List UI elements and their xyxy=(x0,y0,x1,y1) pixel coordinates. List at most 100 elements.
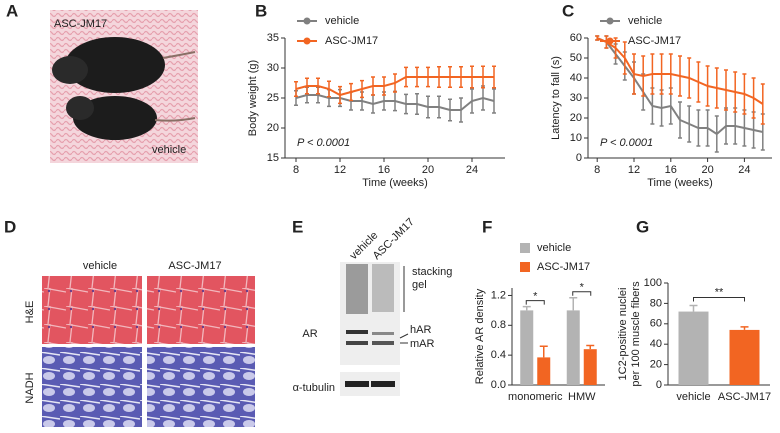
panel-label: E xyxy=(292,217,303,236)
x-tick-label: ASC-JM17 xyxy=(718,391,771,403)
legend-label: vehicle xyxy=(537,242,571,254)
y-tick-label: 30 xyxy=(267,62,279,74)
he-image xyxy=(42,276,142,344)
legend-marker xyxy=(303,17,311,25)
panel-label: A xyxy=(6,1,18,20)
error-bar xyxy=(689,304,698,312)
series-line xyxy=(295,76,494,97)
x-tick-label: vehicle xyxy=(676,391,710,403)
y-tick-label: 20 xyxy=(267,122,279,134)
y-tick-label: 0 xyxy=(656,379,662,391)
x-tick-label: 12 xyxy=(334,164,346,176)
blot-label: stacking xyxy=(412,266,452,278)
significance-label: ** xyxy=(715,286,724,298)
band-label: hAR xyxy=(410,324,431,336)
blot-label: gel xyxy=(412,279,427,291)
y-tick-label: 15 xyxy=(267,152,279,164)
y-tick-label: 30 xyxy=(570,92,582,104)
y-tick-label: 50 xyxy=(570,52,582,64)
error-bar xyxy=(539,345,548,358)
error-bar xyxy=(569,296,578,311)
nadh-image xyxy=(42,347,142,427)
legend-label: ASC-JM17 xyxy=(537,261,590,273)
legend-marker xyxy=(606,37,614,45)
x-tick-label: 24 xyxy=(738,164,750,176)
y-tick-label: 0.8 xyxy=(491,319,506,331)
significance-label: * xyxy=(533,291,538,303)
row-label: H&E xyxy=(24,301,36,324)
legend-label: ASC-JM17 xyxy=(325,35,378,47)
x-tick-label: 20 xyxy=(422,164,434,176)
y-tick-label: 60 xyxy=(570,32,582,44)
significance-label: * xyxy=(580,282,585,294)
legend-marker xyxy=(303,37,311,45)
x-tick-label: HMW xyxy=(568,391,596,403)
he-image xyxy=(147,276,255,344)
y-tick-label: 0.0 xyxy=(491,379,506,391)
y-axis-label: Body weight (g) xyxy=(247,60,259,136)
y-axis-label: per 100 muscle fibers xyxy=(630,281,642,387)
photo-label: ASC-JM17 xyxy=(54,18,107,30)
row-label: NADH xyxy=(24,372,36,403)
y-tick-label: 60 xyxy=(650,318,662,330)
bar xyxy=(566,310,580,385)
x-tick-label: 20 xyxy=(701,164,713,176)
column-label: vehicle xyxy=(83,260,117,272)
annotation: P < 0.0001 xyxy=(600,137,653,149)
panel-label: D xyxy=(4,217,16,236)
x-tick-label: 16 xyxy=(665,164,677,176)
y-tick-label: 80 xyxy=(650,297,662,309)
significance-bracket xyxy=(693,296,745,302)
protein-label: AR xyxy=(302,328,317,340)
band-label: mAR xyxy=(410,338,435,350)
bar xyxy=(678,311,709,385)
annotation: P < 0.0001 xyxy=(297,137,350,149)
panel-label: B xyxy=(255,1,267,20)
panel-label: G xyxy=(636,217,649,236)
column-label: ASC-JM17 xyxy=(168,260,221,272)
significance-bracket xyxy=(572,291,592,296)
x-tick-label: monomeric xyxy=(508,391,563,403)
error-bar xyxy=(586,344,595,350)
y-tick-label: 20 xyxy=(570,112,582,124)
legend-label: vehicle xyxy=(325,15,359,27)
y-tick-label: 20 xyxy=(650,359,662,371)
y-tick-label: 100 xyxy=(644,277,662,289)
bar xyxy=(537,357,551,385)
photo-label: vehicle xyxy=(152,144,186,156)
x-tick-label: 8 xyxy=(293,164,299,176)
y-tick-label: 40 xyxy=(650,338,662,350)
y-axis-label: Relative AR density xyxy=(474,288,486,384)
y-tick-label: 10 xyxy=(570,132,582,144)
nadh-image xyxy=(147,347,255,427)
x-axis-label: Time (weeks) xyxy=(362,177,428,189)
bar xyxy=(583,349,597,385)
bar xyxy=(520,310,534,385)
y-tick-label: 0.4 xyxy=(491,349,506,361)
legend-swatch xyxy=(520,243,530,253)
error-bar xyxy=(522,305,531,311)
y-tick-label: 1.2 xyxy=(491,289,506,301)
significance-bracket xyxy=(525,300,545,305)
y-tick-label: 40 xyxy=(570,72,582,84)
y-axis-label: 1C2-positive nuclei xyxy=(617,288,629,381)
x-axis-label: Time (weeks) xyxy=(647,177,713,189)
blot xyxy=(340,262,409,396)
legend-label: ASC-JM17 xyxy=(628,35,681,47)
y-axis-label: Latency to fall (s) xyxy=(550,56,562,140)
y-tick-label: 25 xyxy=(267,92,279,104)
y-tick-label: 35 xyxy=(267,32,279,44)
series-line xyxy=(295,94,495,111)
panel-label: F xyxy=(482,217,492,236)
x-tick-label: 12 xyxy=(628,164,640,176)
legend-swatch xyxy=(520,262,530,272)
loading-label: α-tubulin xyxy=(293,382,335,394)
mouse-photo xyxy=(50,10,198,163)
bar xyxy=(729,329,760,385)
series-line xyxy=(596,37,764,105)
error-bar xyxy=(740,326,749,330)
x-tick-label: 24 xyxy=(466,164,478,176)
x-tick-label: 16 xyxy=(378,164,390,176)
legend-marker xyxy=(606,17,614,25)
